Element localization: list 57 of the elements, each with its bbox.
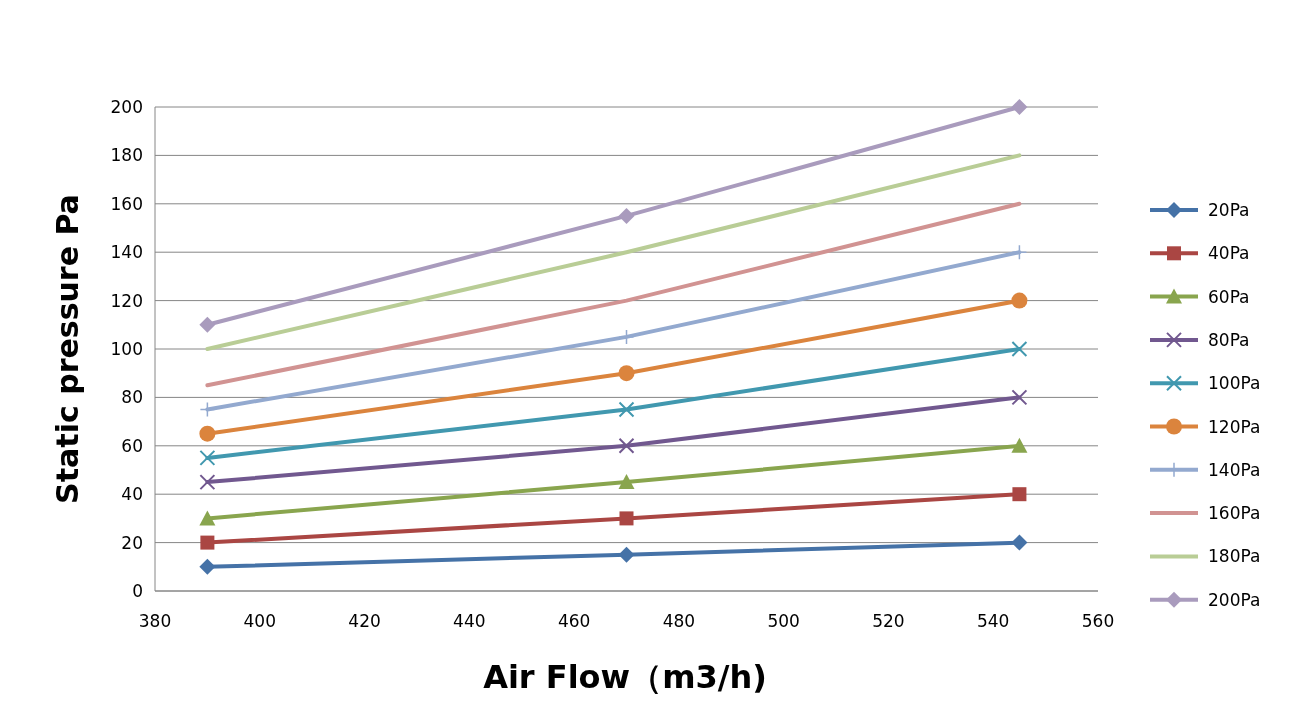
- point: [199, 316, 216, 333]
- legend-label: 140Pa: [1208, 459, 1261, 480]
- x-tick-label: 520: [872, 611, 905, 631]
- point: [618, 401, 635, 418]
- point: [619, 511, 634, 526]
- legend-label: 180Pa: [1208, 546, 1261, 567]
- y-tick-label: 100: [110, 339, 143, 359]
- point: [618, 437, 635, 454]
- y-tick-label: 200: [110, 97, 143, 117]
- legend-label: 160Pa: [1208, 503, 1261, 524]
- y-tick-label: 160: [110, 193, 143, 214]
- point: [618, 365, 635, 382]
- point: [1011, 389, 1028, 406]
- point: [618, 546, 635, 563]
- legend-label: 40Pa: [1208, 243, 1250, 264]
- point: [618, 207, 635, 224]
- y-tick-label: 140: [110, 242, 143, 263]
- y-tick-label: 20: [121, 532, 143, 553]
- point: [199, 449, 216, 466]
- x-axis-title: Air Flow（m3/h): [483, 658, 767, 696]
- x-tick-label: 560: [1081, 611, 1115, 631]
- point: [1012, 487, 1027, 502]
- y-tick-label: 120: [110, 290, 143, 311]
- point: [199, 401, 216, 418]
- legend-label: 60Pa: [1208, 286, 1250, 307]
- point: [1011, 292, 1028, 309]
- point: [1011, 437, 1028, 453]
- x-tick-label: 540: [977, 611, 1010, 631]
- point: [199, 474, 216, 491]
- point: [618, 474, 635, 490]
- point: [199, 558, 216, 575]
- legend-label: 80Pa: [1208, 329, 1250, 350]
- point: [618, 329, 635, 345]
- point: [199, 425, 216, 442]
- legend-label: 20Pa: [1208, 200, 1250, 220]
- point: [1011, 534, 1028, 551]
- x-tick-label: 400: [243, 611, 276, 631]
- x-tick-label: 480: [662, 611, 696, 631]
- point: [1011, 99, 1028, 115]
- y-axis-title: Static pressure Pa: [50, 194, 85, 504]
- y-tick-label: 80: [121, 387, 143, 408]
- y-tick-label: 180: [110, 145, 143, 166]
- x-tick-label: 380: [138, 611, 172, 631]
- x-tick-label: 500: [767, 611, 800, 631]
- point: [199, 510, 216, 526]
- legend-label: 200Pa: [1208, 589, 1261, 610]
- x-tick-label: 440: [453, 611, 486, 631]
- y-tick-label: 60: [121, 435, 143, 456]
- y-tick-label: 40: [121, 484, 143, 505]
- legend-label: 120Pa: [1208, 416, 1261, 437]
- legend-label: 100Pa: [1208, 373, 1261, 394]
- y-tick-label: 0: [132, 581, 143, 601]
- point: [200, 535, 215, 550]
- point: [1011, 341, 1028, 357]
- x-tick-label: 420: [348, 611, 381, 631]
- point: [1011, 244, 1028, 260]
- x-tick-label: 460: [557, 611, 591, 631]
